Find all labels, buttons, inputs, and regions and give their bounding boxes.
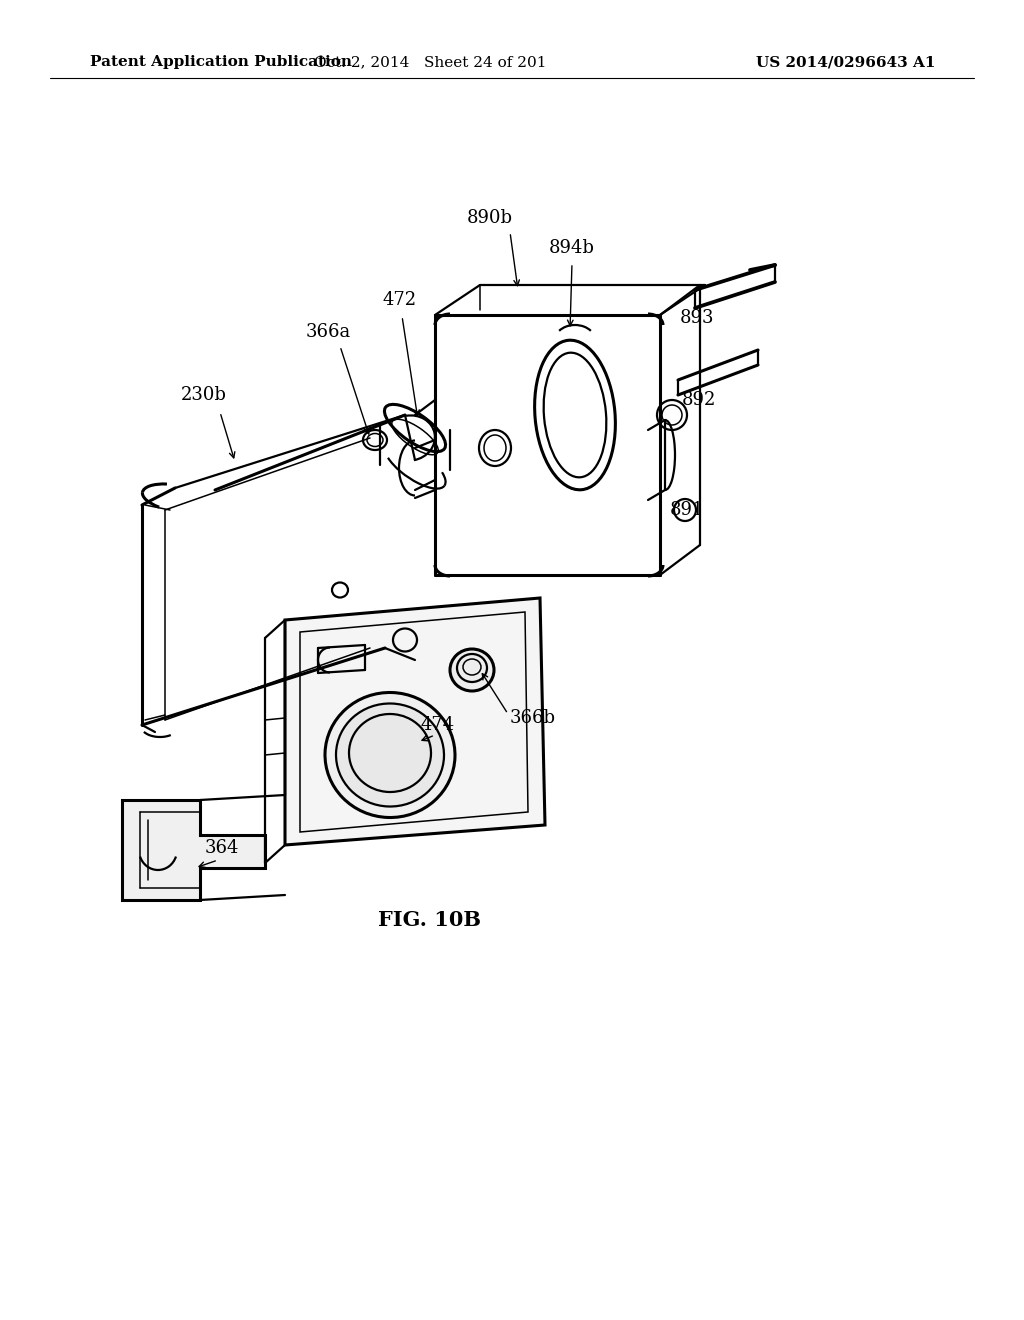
Text: 474: 474 xyxy=(421,715,455,734)
Text: 890b: 890b xyxy=(467,209,513,227)
Text: US 2014/0296643 A1: US 2014/0296643 A1 xyxy=(756,55,935,69)
Ellipse shape xyxy=(336,704,444,807)
Text: 364: 364 xyxy=(205,840,240,857)
Ellipse shape xyxy=(325,693,455,817)
Text: 472: 472 xyxy=(383,290,417,309)
Polygon shape xyxy=(285,598,545,845)
Text: 366a: 366a xyxy=(305,323,350,341)
Text: 893: 893 xyxy=(680,309,715,327)
Text: Oct. 2, 2014   Sheet 24 of 201: Oct. 2, 2014 Sheet 24 of 201 xyxy=(313,55,546,69)
Ellipse shape xyxy=(450,649,494,690)
Text: 366b: 366b xyxy=(510,709,556,727)
Polygon shape xyxy=(122,800,265,900)
Text: 230b: 230b xyxy=(181,385,227,404)
Text: FIG. 10B: FIG. 10B xyxy=(379,909,481,931)
Text: 891: 891 xyxy=(670,502,705,519)
Text: Patent Application Publication: Patent Application Publication xyxy=(90,55,352,69)
Text: 892: 892 xyxy=(682,391,717,409)
Text: 894b: 894b xyxy=(549,239,595,257)
